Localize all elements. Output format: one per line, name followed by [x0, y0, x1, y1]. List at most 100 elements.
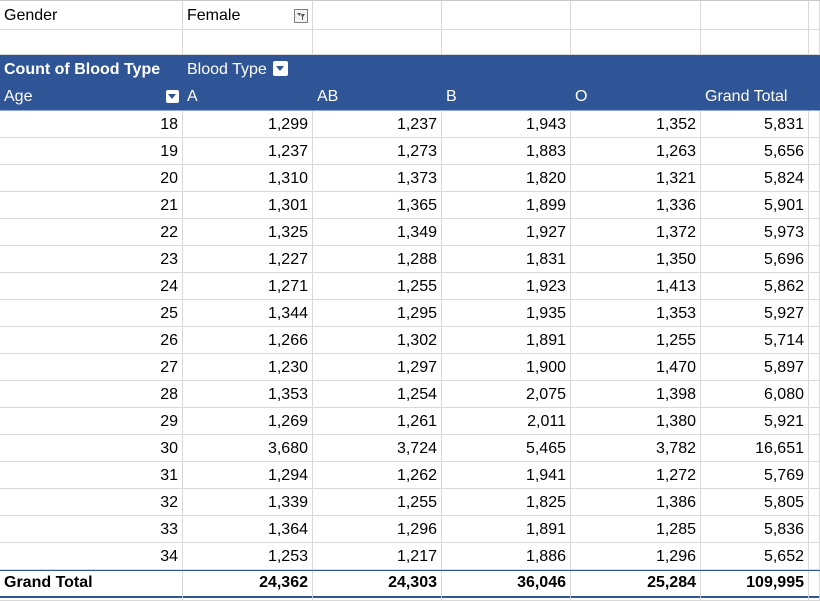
empty-cell[interactable]	[809, 273, 820, 300]
empty-cell[interactable]	[809, 1, 820, 30]
count-b-cell[interactable]: 1,900	[442, 354, 571, 381]
count-o-cell[interactable]: 1,296	[571, 543, 701, 570]
chevron-down-icon[interactable]	[272, 61, 288, 77]
row-grand-total-cell[interactable]: 5,973	[701, 219, 809, 246]
count-o-cell[interactable]: 1,353	[571, 300, 701, 327]
empty-cell[interactable]	[442, 1, 571, 30]
count-ab-cell[interactable]: 1,254	[313, 381, 442, 408]
count-o-cell[interactable]: 3,782	[571, 435, 701, 462]
column-header-a[interactable]: A	[187, 88, 198, 105]
count-b-cell[interactable]: 1,825	[442, 489, 571, 516]
row-grand-total-cell[interactable]: 6,080	[701, 381, 809, 408]
empty-cell[interactable]	[442, 29, 571, 55]
count-ab-cell[interactable]: 1,262	[313, 462, 442, 489]
count-ab-cell[interactable]: 1,217	[313, 543, 442, 570]
age-cell[interactable]: 33	[0, 516, 183, 543]
row-grand-total-cell[interactable]: 5,897	[701, 354, 809, 381]
age-cell[interactable]: 22	[0, 219, 183, 246]
count-ab-cell[interactable]: 1,349	[313, 219, 442, 246]
count-b-cell[interactable]: 1,820	[442, 165, 571, 192]
count-ab-cell[interactable]: 1,255	[313, 489, 442, 516]
empty-cell[interactable]	[0, 597, 183, 601]
count-a-cell[interactable]: 1,266	[183, 327, 313, 354]
empty-cell[interactable]	[809, 246, 820, 273]
empty-cell[interactable]	[809, 327, 820, 354]
empty-cell[interactable]	[313, 1, 442, 30]
empty-cell[interactable]	[809, 165, 820, 192]
count-ab-cell[interactable]: 1,297	[313, 354, 442, 381]
grand-total-overall[interactable]: 109,995	[701, 571, 809, 598]
count-a-cell[interactable]: 1,294	[183, 462, 313, 489]
empty-cell[interactable]	[809, 192, 820, 219]
count-ab-cell[interactable]: 1,373	[313, 165, 442, 192]
age-cell[interactable]: 18	[0, 111, 183, 138]
age-cell[interactable]: 29	[0, 408, 183, 435]
row-grand-total-cell[interactable]: 5,927	[701, 300, 809, 327]
column-header-b[interactable]: B	[446, 88, 457, 105]
count-ab-cell[interactable]: 1,288	[313, 246, 442, 273]
empty-cell[interactable]	[809, 138, 820, 165]
empty-cell[interactable]	[442, 597, 571, 601]
grand-total-o[interactable]: 25,284	[571, 571, 701, 598]
count-o-cell[interactable]: 1,352	[571, 111, 701, 138]
count-o-cell[interactable]: 1,263	[571, 138, 701, 165]
row-grand-total-cell[interactable]: 5,921	[701, 408, 809, 435]
row-grand-total-cell[interactable]: 5,805	[701, 489, 809, 516]
column-field-header[interactable]: Blood Type	[183, 55, 820, 84]
count-o-cell[interactable]: 1,321	[571, 165, 701, 192]
empty-cell[interactable]	[809, 516, 820, 543]
row-grand-total-cell[interactable]: 5,862	[701, 273, 809, 300]
count-ab-cell[interactable]: 1,255	[313, 273, 442, 300]
empty-cell[interactable]	[809, 597, 820, 601]
grand-total-b[interactable]: 36,046	[442, 571, 571, 598]
age-cell[interactable]: 27	[0, 354, 183, 381]
empty-cell[interactable]	[183, 597, 313, 601]
count-o-cell[interactable]: 1,413	[571, 273, 701, 300]
count-o-cell[interactable]: 1,372	[571, 219, 701, 246]
empty-cell[interactable]	[701, 29, 809, 55]
count-ab-cell[interactable]: 1,295	[313, 300, 442, 327]
empty-cell[interactable]	[0, 29, 183, 55]
age-cell[interactable]: 21	[0, 192, 183, 219]
column-header-grand-total[interactable]: Grand Total	[705, 88, 788, 105]
count-b-cell[interactable]: 1,923	[442, 273, 571, 300]
empty-cell[interactable]	[571, 597, 701, 601]
count-ab-cell[interactable]: 3,724	[313, 435, 442, 462]
count-o-cell[interactable]: 1,386	[571, 489, 701, 516]
empty-cell[interactable]	[313, 29, 442, 55]
count-ab-cell[interactable]: 1,302	[313, 327, 442, 354]
count-o-cell[interactable]: 1,285	[571, 516, 701, 543]
count-a-cell[interactable]: 1,310	[183, 165, 313, 192]
count-b-cell[interactable]: 1,927	[442, 219, 571, 246]
empty-cell[interactable]	[809, 354, 820, 381]
count-b-cell[interactable]: 2,075	[442, 381, 571, 408]
count-o-cell[interactable]: 1,380	[571, 408, 701, 435]
grand-total-a[interactable]: 24,362	[183, 571, 313, 598]
count-ab-cell[interactable]: 1,365	[313, 192, 442, 219]
row-grand-total-cell[interactable]: 5,652	[701, 543, 809, 570]
age-cell[interactable]: 34	[0, 543, 183, 570]
empty-cell[interactable]	[809, 408, 820, 435]
empty-cell[interactable]	[809, 381, 820, 408]
grand-total-label[interactable]: Grand Total	[0, 571, 183, 598]
empty-cell[interactable]	[809, 300, 820, 327]
column-header-o[interactable]: O	[575, 88, 588, 105]
count-a-cell[interactable]: 1,301	[183, 192, 313, 219]
count-a-cell[interactable]: 1,339	[183, 489, 313, 516]
count-a-cell[interactable]: 1,271	[183, 273, 313, 300]
row-grand-total-cell[interactable]: 5,831	[701, 111, 809, 138]
count-a-cell[interactable]: 1,325	[183, 219, 313, 246]
count-b-cell[interactable]: 2,011	[442, 408, 571, 435]
count-ab-cell[interactable]: 1,296	[313, 516, 442, 543]
count-a-cell[interactable]: 1,353	[183, 381, 313, 408]
chevron-down-icon[interactable]	[166, 90, 179, 103]
count-a-cell[interactable]: 1,269	[183, 408, 313, 435]
count-ab-cell[interactable]: 1,237	[313, 111, 442, 138]
empty-cell[interactable]	[571, 1, 701, 30]
count-o-cell[interactable]: 1,336	[571, 192, 701, 219]
count-b-cell[interactable]: 1,831	[442, 246, 571, 273]
age-cell[interactable]: 24	[0, 273, 183, 300]
count-b-cell[interactable]: 1,935	[442, 300, 571, 327]
age-cell[interactable]: 25	[0, 300, 183, 327]
empty-cell[interactable]	[809, 543, 820, 570]
